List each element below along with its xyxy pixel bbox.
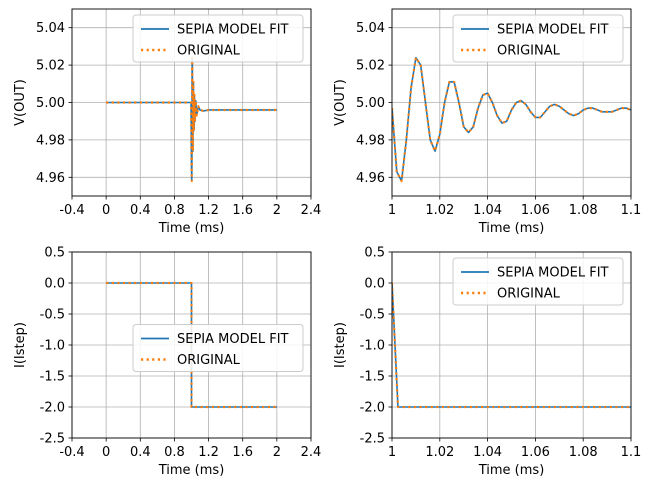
legend-entry-label: ORIGINAL <box>177 44 241 59</box>
x-tick-label: 2.4 <box>301 445 322 460</box>
chart-panel-4: 1 1.02 1.04 1.06 1.08 1.1 -2.5 -2.0 -1.5 -1.0 -0.5… <box>333 246 641 479</box>
legend-entry-label: SEPIA MODEL FIT <box>177 332 289 347</box>
x-tick-label: 1 <box>388 203 396 218</box>
x-axis-label: Time (ms) <box>478 221 545 236</box>
legend: SEPIA MODEL FIT ORIGINAL <box>452 257 624 306</box>
x-tick-label: 1.1 <box>621 203 642 218</box>
y-tick-label: -1.0 <box>360 339 385 354</box>
legend-entry-label: ORIGINAL <box>177 353 241 368</box>
y-tick-label: 4.98 <box>356 133 385 148</box>
y-axis-label: V(OUT) <box>13 79 28 126</box>
y-tick-label: 4.96 <box>36 171 65 186</box>
y-tick-label: 4.98 <box>36 133 65 148</box>
y-axis-label: I(Istep) <box>13 322 28 368</box>
x-tick-label: 1.02 <box>425 445 454 460</box>
x-tick-label: 0 <box>102 203 110 218</box>
model-fit-series-line <box>106 56 277 182</box>
axes-frame <box>391 8 632 197</box>
y-tick-label: -0.5 <box>40 308 65 323</box>
y-tick-label: 0.5 <box>44 246 65 261</box>
x-tick-label: 1.02 <box>425 203 454 218</box>
legend-box <box>132 14 304 63</box>
x-tick-label: 1 <box>388 445 396 460</box>
y-tick-label: -0.5 <box>360 308 385 323</box>
original-series-line <box>392 56 631 183</box>
x-axis-label: Time (ms) <box>158 463 225 478</box>
y-tick-label: 5.00 <box>356 96 385 111</box>
chart-panel-2: 1 1.02 1.04 1.06 1.08 1.1 4.96 4.98 5.00 5.02 5.04… <box>333 8 642 236</box>
x-tick-label: 1.08 <box>569 445 598 460</box>
y-tick-label: 0.0 <box>44 277 65 292</box>
x-tick-label: -0.4 <box>59 203 84 218</box>
y-tick-label: 0.0 <box>364 277 385 292</box>
chart-panel-1: -0.4 0 0.4 0.8 1.2 1.6 2 2.4 4.96 4.98 5.00 5.02 5.0… <box>13 8 322 236</box>
x-tick-label: 2.4 <box>301 203 322 218</box>
y-tick-label: -1.0 <box>40 339 65 354</box>
x-axis-label: Time (ms) <box>158 221 225 236</box>
y-tick-label: 5.04 <box>36 21 65 36</box>
y-tick-label: -2.5 <box>360 432 385 447</box>
x-tick-label: 1.04 <box>473 445 502 460</box>
x-tick-label: 0.4 <box>130 445 151 460</box>
axes-frame <box>391 251 632 439</box>
x-tick-label: 1.1 <box>621 445 642 460</box>
y-tick-label: -1.5 <box>40 370 65 385</box>
legend: SEPIA MODEL FIT ORIGINAL <box>132 324 304 372</box>
y-tick-label: 5.00 <box>36 96 65 111</box>
legend-entry-label: ORIGINAL <box>497 44 561 59</box>
y-tick-label: 5.04 <box>356 21 385 36</box>
x-tick-label: 1.06 <box>521 203 550 218</box>
y-tick-label: 4.96 <box>356 171 385 186</box>
x-axis-label: Time (ms) <box>478 463 545 478</box>
legend-box <box>452 14 624 63</box>
legend-entry-label: SEPIA MODEL FIT <box>497 266 609 281</box>
y-tick-label: 0.5 <box>364 246 385 261</box>
series-group <box>106 56 277 183</box>
y-axis-label: V(OUT) <box>333 79 348 126</box>
x-tick-label: 1.08 <box>569 203 598 218</box>
axes-frame <box>71 8 312 197</box>
x-tick-label: 1.04 <box>473 203 502 218</box>
legend-box <box>132 324 304 372</box>
series-group <box>392 56 631 183</box>
y-tick-label: -2.0 <box>360 401 385 416</box>
original-series-line <box>392 282 631 409</box>
x-tick-label: 2 <box>273 445 281 460</box>
y-tick-label: 5.02 <box>36 59 65 74</box>
x-tick-label: 1.06 <box>521 445 550 460</box>
x-tick-label: 2 <box>273 203 281 218</box>
x-tick-label: 1.2 <box>198 203 219 218</box>
x-tick-label: 1.2 <box>198 445 219 460</box>
chart-panel-3: -0.4 0 0.4 0.8 1.2 1.6 2 2.4 -2.5 -2.0 -1.5 -1.0 -0.… <box>13 246 321 479</box>
x-tick-label: -0.4 <box>59 445 84 460</box>
legend: SEPIA MODEL FIT ORIGINAL <box>452 14 624 63</box>
axes-frame <box>71 251 312 439</box>
legend-entry-label: SEPIA MODEL FIT <box>497 23 609 38</box>
x-tick-label: 0.8 <box>164 203 185 218</box>
y-tick-label: 5.02 <box>356 59 385 74</box>
y-tick-label: -1.5 <box>360 370 385 385</box>
legend-box <box>452 257 624 306</box>
y-tick-label: -2.5 <box>40 432 65 447</box>
legend: SEPIA MODEL FIT ORIGINAL <box>132 14 304 63</box>
y-tick-label: -2.0 <box>40 401 65 416</box>
series-group <box>392 282 631 409</box>
x-tick-label: 1.6 <box>232 203 253 218</box>
legend-entry-label: ORIGINAL <box>497 287 561 302</box>
y-axis-label: I(Istep) <box>333 322 348 368</box>
x-tick-label: 0 <box>102 445 110 460</box>
x-tick-label: 0.4 <box>130 203 151 218</box>
x-tick-label: 0.8 <box>164 445 185 460</box>
x-tick-label: 1.6 <box>232 445 253 460</box>
legend-entry-label: SEPIA MODEL FIT <box>177 23 289 38</box>
